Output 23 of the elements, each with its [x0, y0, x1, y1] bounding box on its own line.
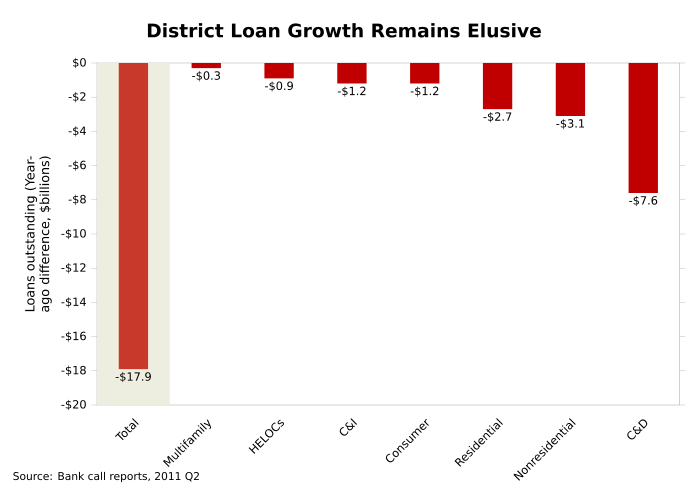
y-tick-label: -$2	[68, 92, 86, 102]
data-label: -$17.9	[116, 372, 151, 382]
data-label: -$2.7	[483, 112, 512, 122]
data-label: -$0.9	[264, 81, 293, 92]
y-tick-label: -$10	[61, 228, 86, 240]
y-tick-label: -$12	[61, 263, 86, 274]
y-tick-label: -$14	[61, 297, 86, 308]
data-label: -$0.3	[192, 71, 220, 82]
data-label: -$1.2	[410, 86, 438, 97]
data-label: -$7.6	[629, 196, 658, 206]
data-label: -$3.1	[556, 118, 584, 130]
y-axis-title: Loans outstanding (Year-ago difference, $billions)	[24, 156, 52, 312]
chart-title: District Loan Growth Remains Elusive	[148, 23, 541, 38]
x-tick-label: C&I	[340, 418, 358, 436]
data-label: -$1.2	[338, 86, 366, 97]
y-tick-label: -$4	[68, 126, 86, 137]
y-tick-label: -$16	[61, 331, 86, 342]
y-tick-label: -$18	[61, 366, 86, 376]
y-tick-label: $0	[73, 58, 86, 68]
y-tick-label: -$6	[68, 160, 86, 171]
source-note: Source: Bank call reports, 2011 Q2	[13, 472, 199, 482]
y-tick-label: -$20	[61, 400, 86, 410]
y-tick-label: -$8	[68, 194, 86, 205]
